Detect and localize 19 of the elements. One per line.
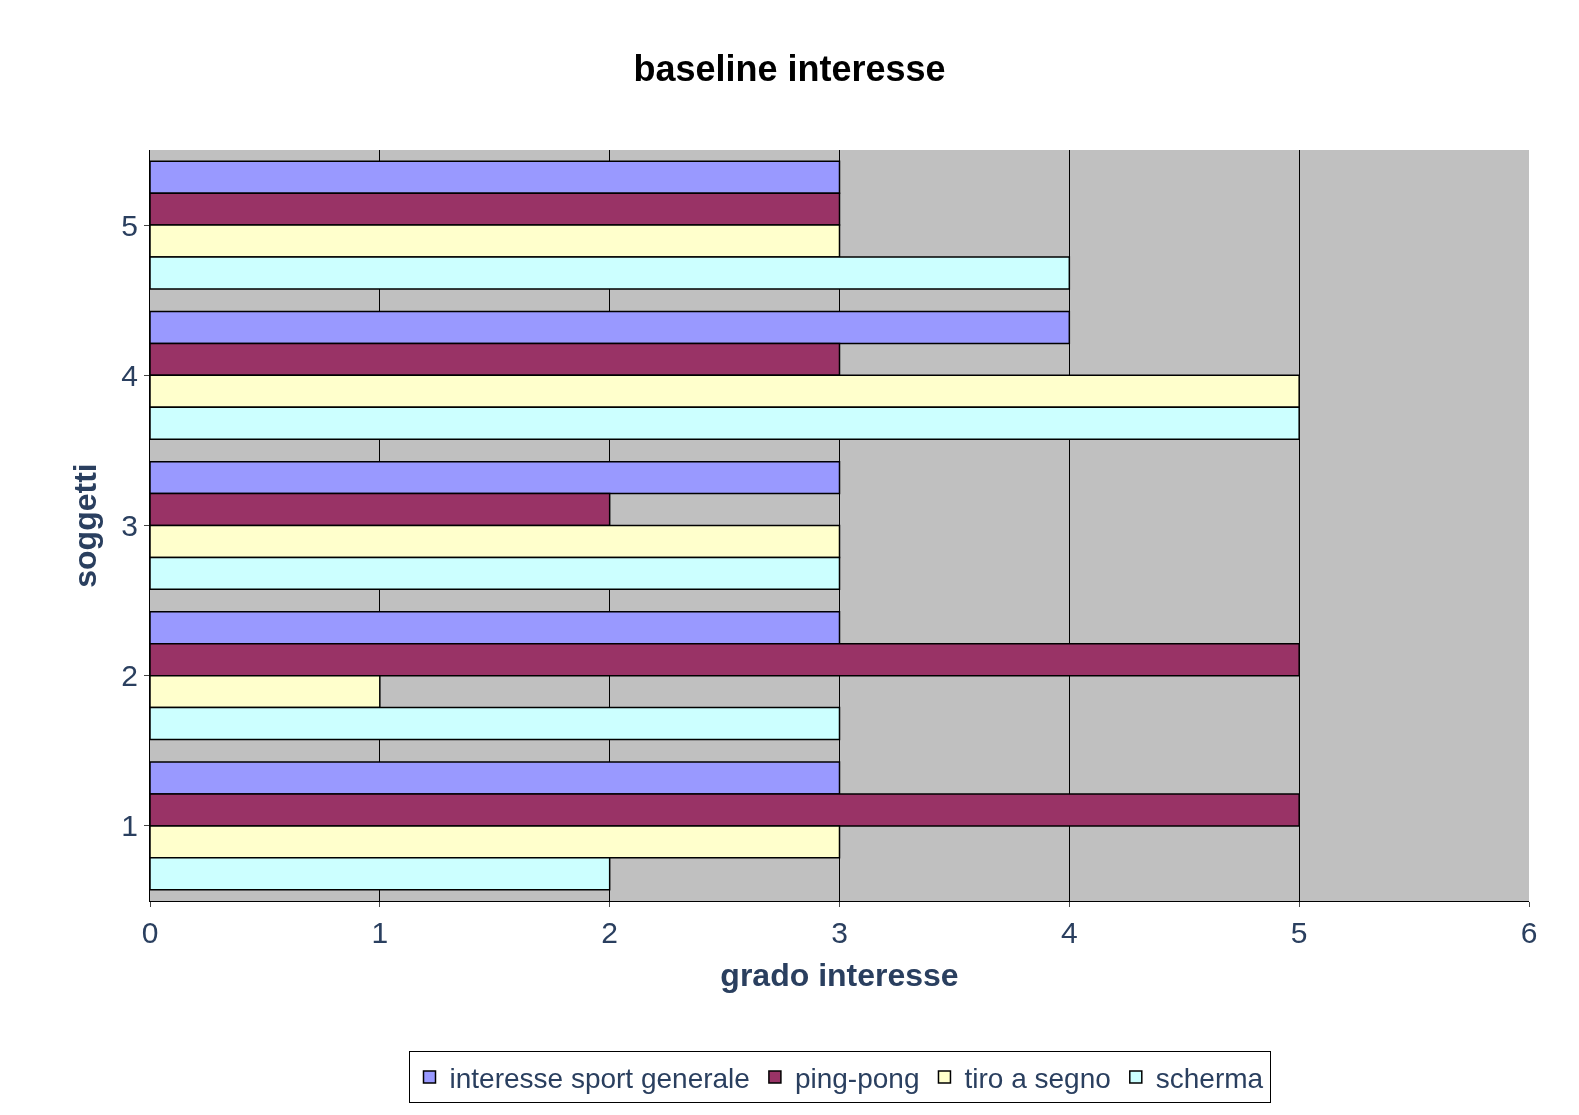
x-tick-label: 3 xyxy=(831,916,848,949)
y-tick-label: 5 xyxy=(121,208,138,242)
x-tick-label: 4 xyxy=(1060,916,1078,949)
y-tick-label: 4 xyxy=(121,358,138,392)
legend-label: ping-pong xyxy=(794,1062,920,1094)
y-tick-label: 2 xyxy=(121,659,138,693)
x-tick-label: 1 xyxy=(371,916,389,949)
x-axis-title: grado interesse xyxy=(720,956,959,993)
chart-title: baseline interesse xyxy=(633,47,946,89)
y-tick-label: 3 xyxy=(121,509,138,542)
y-tick-label: 1 xyxy=(121,809,138,843)
x-tick-label: 5 xyxy=(1290,916,1308,949)
x-tick-label: 0 xyxy=(141,916,159,949)
legend-label: interesse sport generale xyxy=(449,1062,750,1094)
x-tick-label: 2 xyxy=(601,916,619,949)
legend-label: scherma xyxy=(1155,1062,1264,1094)
x-tick-label: 6 xyxy=(1520,916,1538,949)
y-axis-title: soggetti xyxy=(66,463,103,588)
legend-label: tiro a segno xyxy=(964,1062,1111,1094)
